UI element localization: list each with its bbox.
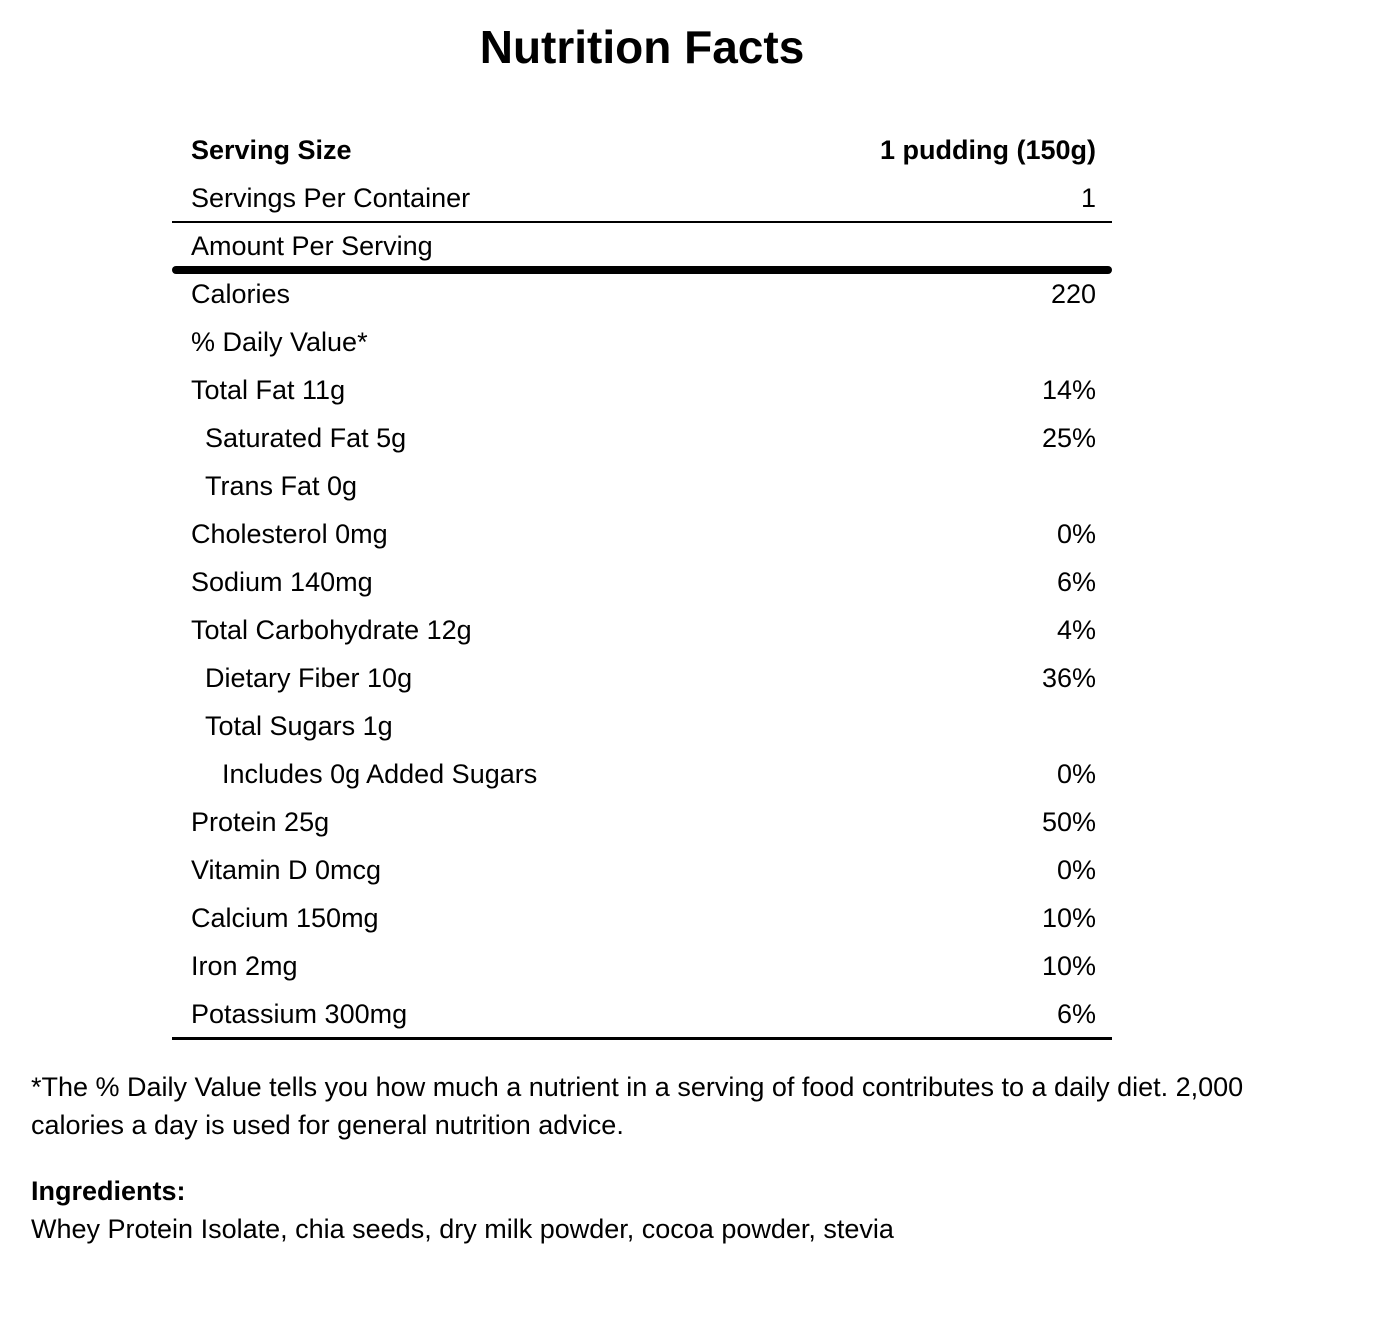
servings-per-container-label: Servings Per Container [191, 182, 471, 213]
row-potassium: Potassium 300mg 6% [172, 990, 1112, 1038]
row-calories: Calories 220 [172, 270, 1112, 318]
serving-size-value: 1 pudding (150g) [880, 134, 1096, 165]
row-saturated-fat: Saturated Fat 5g 25% [172, 414, 1112, 462]
bottom-divider [172, 1037, 1112, 1040]
row-total-carbohydrate: Total Carbohydrate 12g 4% [172, 606, 1112, 654]
header-divider [172, 221, 1112, 223]
nutrient-value: 4% [1056, 614, 1096, 645]
row-serving-size: Serving Size 1 pudding (150g) [172, 126, 1112, 174]
nutrient-label: Saturated Fat 5g [205, 422, 407, 453]
page-title: Nutrition Facts [479, 21, 805, 73]
nutrient-value: 10% [1041, 902, 1096, 933]
nutrient-value: 0% [1056, 758, 1096, 789]
nutrient-label: Sodium 140mg [191, 566, 373, 597]
nutrient-label: Calories [191, 278, 291, 309]
nutrient-label: Dietary Fiber 10g [205, 662, 413, 693]
thick-divider [172, 266, 1112, 274]
row-sodium: Sodium 140mg 6% [172, 558, 1112, 606]
ingredients-list: Whey Protein Isolate, chia seeds, dry mi… [31, 1214, 894, 1244]
nutrient-label: Includes 0g Added Sugars [222, 758, 538, 789]
row-total-sugars: Total Sugars 1g [172, 702, 1112, 750]
row-protein: Protein 25g 50% [172, 798, 1112, 846]
nutrient-label: % Daily Value* [191, 326, 368, 357]
nutrient-value: 0% [1056, 518, 1096, 549]
nutrient-label: Total Sugars 1g [205, 710, 393, 741]
nutrient-label: Iron 2mg [191, 950, 298, 981]
row-cholesterol: Cholesterol 0mg 0% [172, 510, 1112, 558]
nutrient-value: 36% [1041, 662, 1096, 693]
nutrient-label: Cholesterol 0mg [191, 518, 388, 549]
daily-value-footnote: *The % Daily Value tells you how much a … [31, 1072, 1244, 1140]
nutrient-value: 50% [1041, 806, 1096, 837]
nutrition-facts-table: Serving Size 1 pudding (150g) Servings P… [172, 126, 1112, 1040]
nutrient-label: Calcium 150mg [191, 902, 379, 933]
nutrient-value: 10% [1041, 950, 1096, 981]
nutrient-label: Vitamin D 0mcg [191, 854, 382, 885]
ingredients-heading: Ingredients: [31, 1176, 186, 1206]
nutrient-label: Total Fat 11g [191, 374, 346, 405]
row-iron: Iron 2mg 10% [172, 942, 1112, 990]
nutrient-label: Total Carbohydrate 12g [191, 614, 472, 645]
row-added-sugars: Includes 0g Added Sugars 0% [172, 750, 1112, 798]
serving-size-label: Serving Size [191, 134, 352, 165]
ingredients-section: Ingredients: Whey Protein Isolate, chia … [31, 1172, 1344, 1248]
amount-per-serving-label: Amount Per Serving [191, 230, 433, 261]
nutrient-value: 0% [1056, 854, 1096, 885]
row-total-fat: Total Fat 11g 14% [172, 366, 1112, 414]
nutrient-label: Potassium 300mg [191, 998, 408, 1029]
row-trans-fat: Trans Fat 0g [172, 462, 1112, 510]
nutrient-value: 6% [1056, 566, 1096, 597]
nutrient-label: Protein 25g [191, 806, 330, 837]
nutrient-value: 6% [1056, 998, 1096, 1029]
row-servings-per-container: Servings Per Container 1 [172, 174, 1112, 222]
row-dietary-fiber: Dietary Fiber 10g 36% [172, 654, 1112, 702]
nutrient-label: Trans Fat 0g [205, 470, 358, 501]
nutrient-value: 220 [1050, 278, 1096, 309]
nutrient-value: 14% [1041, 374, 1096, 405]
row-vitamin-d: Vitamin D 0mcg 0% [172, 846, 1112, 894]
row-daily-value-header: % Daily Value* [172, 318, 1112, 366]
servings-per-container-value: 1 [1080, 182, 1096, 213]
row-amount-per-serving: Amount Per Serving [172, 222, 1112, 270]
row-calcium: Calcium 150mg 10% [172, 894, 1112, 942]
nutrient-value: 25% [1041, 422, 1096, 453]
